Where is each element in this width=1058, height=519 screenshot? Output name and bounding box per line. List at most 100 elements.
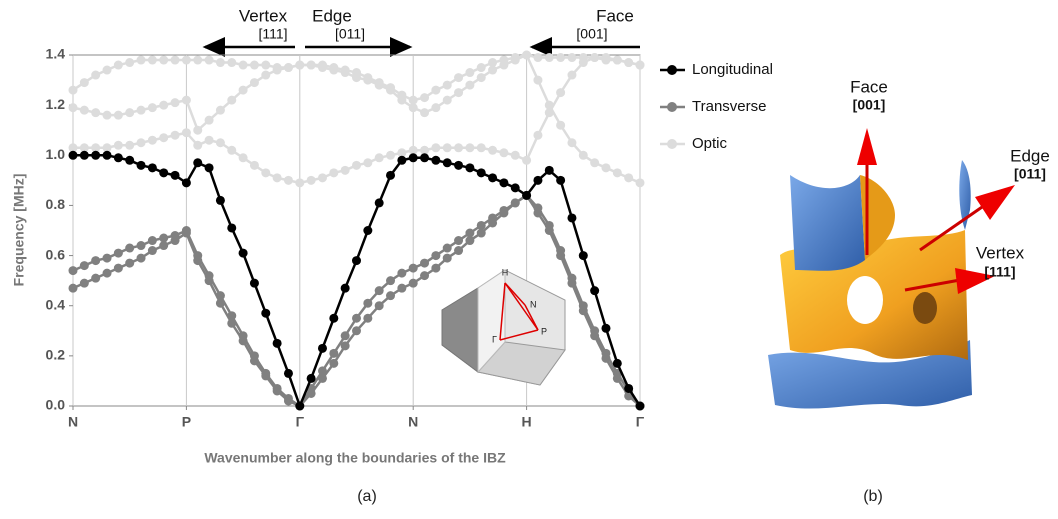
data-point — [215, 105, 225, 115]
data-point — [431, 263, 441, 273]
data-point — [374, 301, 384, 311]
data-point — [181, 128, 191, 138]
data-point — [578, 251, 588, 261]
inset-label: N — [530, 299, 537, 309]
data-point — [91, 70, 101, 80]
data-point — [147, 103, 157, 113]
data-point — [215, 138, 225, 148]
data-point — [476, 143, 486, 153]
x-tick-label: N — [408, 414, 418, 430]
data-point — [136, 241, 146, 251]
data-point — [113, 263, 123, 273]
data-point — [249, 356, 259, 366]
data-point — [612, 373, 622, 383]
x-tick-label: P — [182, 414, 191, 430]
legend-label: Longitudinal — [692, 61, 773, 78]
data-point — [238, 248, 248, 258]
data-point — [431, 85, 441, 95]
data-point — [249, 160, 259, 170]
data-point — [136, 160, 146, 170]
data-point — [181, 178, 191, 188]
data-point — [204, 135, 214, 145]
data-point — [170, 170, 180, 180]
data-point — [227, 223, 237, 233]
data-point — [408, 103, 418, 113]
data-point — [420, 108, 430, 118]
data-point — [261, 60, 271, 70]
data-point — [363, 158, 373, 168]
data-point — [125, 108, 135, 118]
data-point — [374, 80, 384, 90]
data-point — [136, 55, 146, 65]
data-point — [442, 253, 452, 263]
data-point — [102, 150, 112, 160]
data-point — [147, 246, 157, 256]
data-point — [420, 258, 430, 268]
data-point — [113, 153, 123, 163]
data-point — [272, 386, 282, 396]
data-point — [465, 80, 475, 90]
data-point — [454, 160, 464, 170]
data-point — [159, 168, 169, 178]
data-point — [159, 100, 169, 110]
data-point — [283, 368, 293, 378]
data-point — [590, 286, 600, 296]
y-tick-label: 0.6 — [46, 246, 66, 262]
data-point — [340, 331, 350, 341]
data-point — [204, 163, 214, 173]
data-point — [317, 373, 327, 383]
data-point — [329, 65, 339, 75]
data-point — [193, 125, 203, 135]
panel-label: (b) — [863, 488, 883, 505]
data-point — [91, 273, 101, 283]
data-point — [397, 95, 407, 105]
data-point — [544, 108, 554, 118]
data-point — [272, 338, 282, 348]
data-point — [102, 110, 112, 120]
y-tick-label: 0.4 — [46, 296, 66, 312]
data-point — [91, 143, 101, 153]
data-point — [227, 58, 237, 68]
data-point — [261, 308, 271, 318]
data-point — [624, 58, 634, 68]
legend-label: Optic — [692, 135, 728, 152]
data-point — [204, 115, 214, 125]
data-point — [397, 148, 407, 158]
data-point — [340, 341, 350, 351]
data-point — [159, 241, 169, 251]
data-point — [329, 313, 339, 323]
data-point — [442, 143, 452, 153]
legend-swatch — [667, 65, 677, 75]
data-point — [624, 383, 634, 393]
data-point — [68, 103, 78, 113]
data-point — [476, 63, 486, 73]
data-point — [272, 173, 282, 183]
y-tick-label: 1.0 — [46, 146, 66, 162]
data-point — [113, 110, 123, 120]
data-point — [113, 140, 123, 150]
data-point — [601, 353, 611, 363]
illustration-label: Face — [850, 77, 888, 96]
data-point — [476, 168, 486, 178]
data-point — [465, 236, 475, 246]
data-point — [227, 95, 237, 105]
data-point — [567, 278, 577, 288]
data-point — [125, 155, 135, 165]
data-point — [544, 226, 554, 235]
data-point — [306, 388, 316, 398]
illustration-label: Edge — [1010, 146, 1050, 165]
data-point — [136, 105, 146, 115]
data-point — [488, 218, 498, 228]
data-point — [204, 276, 214, 286]
data-point — [601, 323, 611, 333]
data-point — [68, 266, 78, 276]
data-point — [272, 65, 282, 75]
data-point — [590, 331, 600, 341]
data-point — [420, 93, 430, 103]
legend-swatch — [667, 139, 677, 149]
data-point — [442, 95, 452, 105]
data-point — [544, 165, 554, 175]
data-point — [488, 173, 498, 183]
data-point — [567, 53, 577, 63]
